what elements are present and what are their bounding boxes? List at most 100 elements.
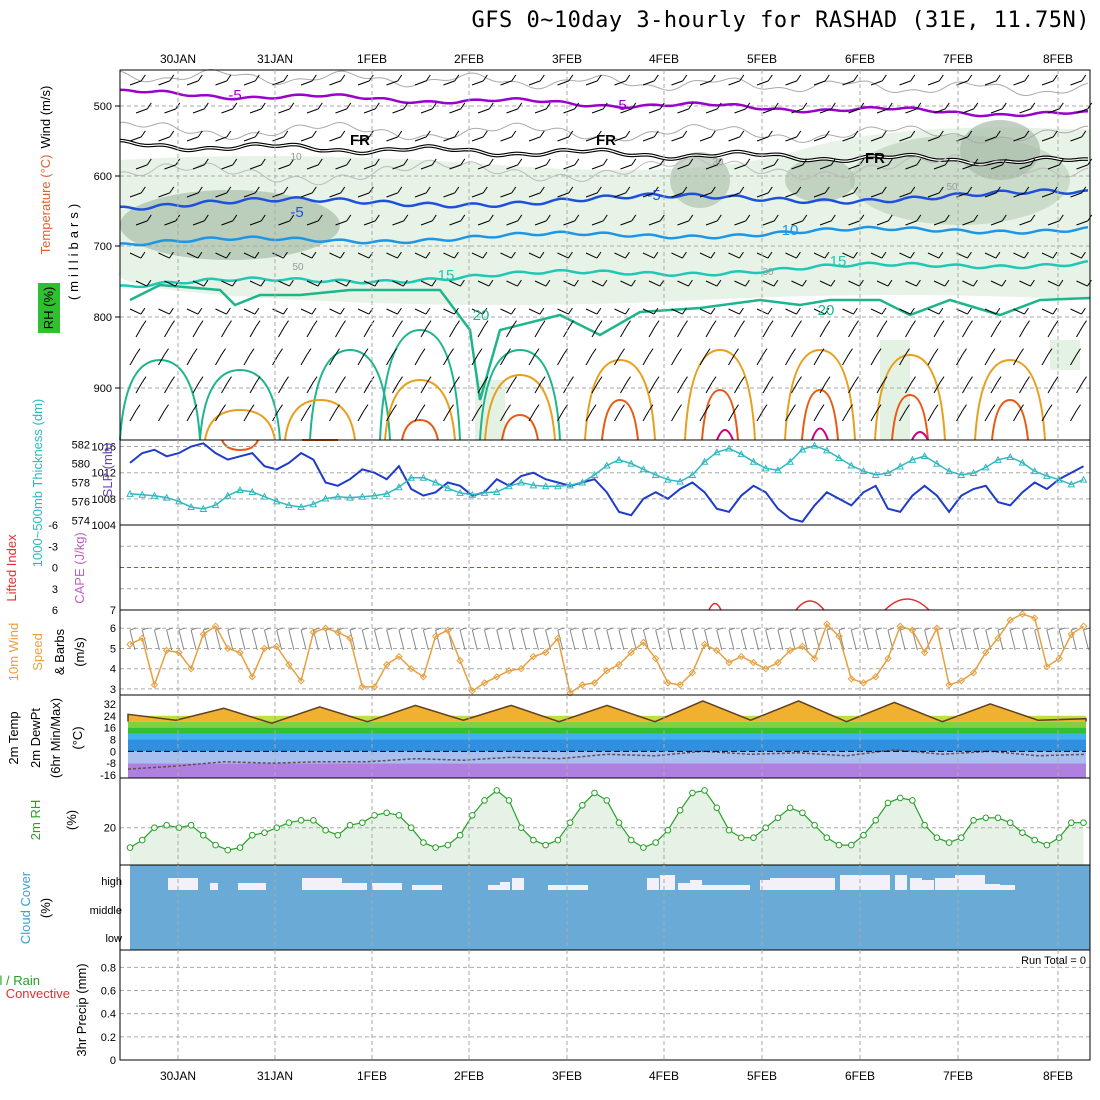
wind-barb bbox=[186, 136, 199, 142]
rh-point bbox=[334, 831, 342, 839]
wind-barb-flag bbox=[938, 186, 944, 194]
wind-barb-flag bbox=[278, 348, 283, 355]
wind-barb-10m bbox=[178, 629, 185, 651]
precip-tick-label: 0.4 bbox=[101, 1009, 116, 1021]
wind-barb bbox=[785, 410, 792, 422]
rh-point bbox=[505, 797, 513, 804]
rh-point bbox=[750, 834, 757, 842]
precip-tick-label: 0 bbox=[110, 1055, 116, 1067]
wind-barb bbox=[705, 108, 718, 114]
wind-barb-10m bbox=[263, 629, 270, 651]
wind-barb bbox=[1041, 192, 1054, 198]
wind-barb-flag bbox=[905, 404, 910, 411]
wind-barb-10m bbox=[374, 629, 380, 651]
wind-barb bbox=[329, 308, 341, 315]
wind-barb-10m bbox=[728, 629, 735, 651]
wind-barb bbox=[471, 252, 484, 259]
wind-barb bbox=[449, 220, 461, 226]
wind-barb-flag bbox=[944, 102, 950, 110]
thickness-point bbox=[1079, 475, 1088, 483]
wind-barb bbox=[414, 354, 422, 366]
wind-barb-10m-flag bbox=[166, 627, 173, 631]
wind-barb-flag bbox=[317, 102, 323, 110]
wind-barb-flag bbox=[825, 376, 831, 383]
wind-barb-flag bbox=[568, 186, 574, 194]
wind-barb bbox=[443, 136, 455, 142]
rh-point bbox=[958, 834, 965, 842]
wind-barb bbox=[186, 80, 199, 86]
wind-barb-flag bbox=[426, 376, 432, 383]
wind-barb bbox=[129, 410, 137, 422]
wind-barb-10m-flag bbox=[679, 627, 687, 631]
wind-tick-label: 4 bbox=[110, 664, 116, 676]
wind-barb bbox=[306, 220, 319, 226]
thickness-point bbox=[309, 500, 318, 508]
thickness-line bbox=[129, 444, 1084, 510]
wind-speed-point bbox=[786, 646, 794, 655]
wind-speed-point bbox=[884, 654, 892, 663]
wind-barb-10m-flag bbox=[912, 627, 919, 631]
wind-barb-flag bbox=[363, 404, 369, 411]
wind-barb bbox=[272, 136, 284, 142]
wind-barb-flag bbox=[483, 376, 489, 383]
rh-shading-dark bbox=[960, 120, 1040, 180]
wind-speed-point bbox=[872, 673, 880, 681]
wind-barb-flag bbox=[506, 348, 511, 355]
contour-label: -5 bbox=[228, 87, 241, 104]
wind-barb bbox=[386, 80, 398, 86]
rh-point bbox=[322, 826, 329, 834]
wind-speed-point bbox=[676, 681, 684, 689]
temp-color-band bbox=[128, 721, 1086, 728]
cloud-high-block bbox=[412, 885, 442, 890]
wind-barb-10m-flag bbox=[655, 627, 662, 631]
wind-barb-flag bbox=[568, 74, 574, 82]
cloud-high-block bbox=[210, 883, 218, 890]
cloud-high-block bbox=[922, 880, 934, 890]
wind-barb bbox=[905, 382, 912, 394]
wind-speed-point bbox=[236, 648, 244, 657]
wind-barb-10m bbox=[630, 629, 637, 651]
wind-speed-point bbox=[517, 664, 525, 673]
wind-barb bbox=[785, 192, 797, 198]
wind-barb bbox=[278, 382, 285, 394]
wind-barb-10m bbox=[496, 629, 503, 651]
wind-barb-flag bbox=[688, 158, 694, 166]
wind-barb bbox=[557, 80, 569, 86]
thickness-point bbox=[505, 482, 513, 490]
precip-frame bbox=[119, 949, 1091, 1061]
wind-barb-flag bbox=[168, 251, 174, 259]
wind-barb-flag bbox=[146, 158, 152, 166]
wind-speed-point bbox=[529, 652, 538, 661]
rh-panel: 20 2m RH (%) bbox=[28, 777, 1091, 866]
precip-panel: 0.8 0.6 0.4 0.2 0 Run Total = 0 Total / RainCo… bbox=[0, 949, 1091, 1067]
cloud-unit-label: (%) bbox=[38, 898, 53, 918]
wind-barb bbox=[506, 382, 513, 394]
wind-barb-flag bbox=[677, 348, 682, 355]
precip-tick-label: 0.2 bbox=[101, 1032, 116, 1044]
wind-barb bbox=[443, 308, 455, 315]
wind-barb bbox=[392, 108, 404, 114]
wind-barb-flag bbox=[648, 348, 654, 355]
wind-barb-flag bbox=[568, 130, 574, 138]
wind-barb-flag bbox=[973, 158, 979, 166]
wind-barb bbox=[642, 410, 650, 422]
wind-barb bbox=[585, 136, 598, 142]
rh-point bbox=[1043, 841, 1051, 849]
wind-barb bbox=[278, 164, 290, 170]
wind-barb bbox=[728, 410, 735, 422]
wind-barb-flag bbox=[852, 251, 858, 259]
wind-barb bbox=[420, 220, 433, 226]
isotherm-30 bbox=[401, 418, 439, 441]
wind-barb bbox=[933, 164, 946, 170]
rh-point bbox=[359, 819, 366, 827]
wind-barb bbox=[443, 354, 450, 366]
rh-point bbox=[1055, 834, 1063, 842]
wind-speed-point bbox=[505, 667, 513, 675]
wind-barb-flag bbox=[768, 376, 774, 383]
rh-point bbox=[200, 831, 207, 839]
wind-barb bbox=[791, 280, 803, 287]
wind-barb bbox=[215, 80, 227, 86]
wind-speed-point bbox=[566, 689, 574, 697]
temp-color-band bbox=[128, 763, 1086, 778]
